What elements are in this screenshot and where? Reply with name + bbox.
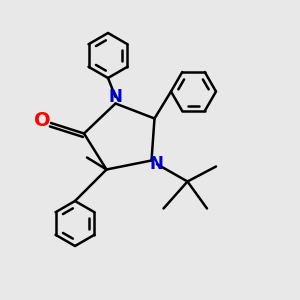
Text: N: N — [150, 155, 164, 173]
Text: N: N — [109, 88, 122, 106]
Text: O: O — [34, 111, 51, 130]
